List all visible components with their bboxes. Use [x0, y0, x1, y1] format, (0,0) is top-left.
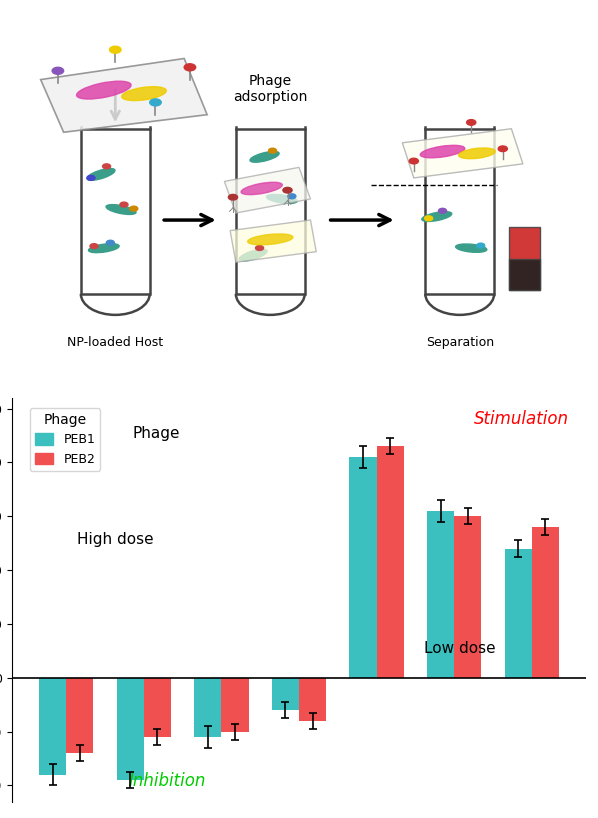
Text: High dose: High dose [77, 532, 154, 546]
Circle shape [87, 175, 95, 181]
Ellipse shape [420, 146, 465, 158]
Circle shape [130, 206, 138, 211]
Polygon shape [41, 59, 207, 133]
Text: Phage
adsorption: Phage adsorption [233, 74, 307, 104]
Text: Separation: Separation [426, 336, 494, 349]
Bar [505, 549, 532, 678]
Circle shape [438, 209, 447, 213]
Circle shape [150, 99, 161, 106]
Text: Low dose: Low dose [424, 640, 496, 656]
Bar [39, 678, 66, 775]
Bar [117, 678, 144, 780]
Circle shape [228, 195, 237, 200]
Text: NP-loaded Host: NP-loaded Host [67, 336, 163, 349]
Circle shape [106, 240, 114, 245]
Circle shape [120, 202, 128, 207]
Circle shape [477, 243, 485, 248]
Ellipse shape [239, 249, 267, 261]
Ellipse shape [241, 182, 282, 195]
Ellipse shape [422, 212, 451, 222]
Bar [221, 678, 249, 731]
Ellipse shape [77, 81, 131, 99]
Legend: PEB1, PEB2: PEB1, PEB2 [30, 408, 100, 470]
Bar [272, 678, 299, 710]
Text: Inhibition: Inhibition [129, 771, 206, 789]
Bar [377, 447, 404, 678]
Circle shape [109, 46, 121, 53]
Circle shape [288, 194, 296, 199]
Circle shape [90, 244, 98, 249]
Ellipse shape [89, 244, 119, 253]
Text: Stimulation: Stimulation [474, 410, 569, 428]
Ellipse shape [121, 87, 166, 101]
Ellipse shape [267, 195, 297, 204]
Circle shape [52, 67, 63, 74]
Bar [66, 678, 93, 753]
Circle shape [466, 119, 476, 125]
Ellipse shape [248, 234, 293, 245]
Ellipse shape [87, 169, 115, 180]
Ellipse shape [456, 244, 487, 252]
Circle shape [425, 216, 433, 221]
Bar [454, 516, 481, 678]
Circle shape [269, 148, 276, 153]
Polygon shape [230, 220, 316, 263]
Bar [144, 678, 171, 737]
Circle shape [184, 64, 196, 71]
Circle shape [498, 146, 507, 151]
Bar [427, 511, 454, 678]
Polygon shape [224, 168, 310, 213]
Circle shape [255, 245, 264, 250]
Bar [349, 457, 377, 678]
Circle shape [409, 158, 419, 164]
Bar [299, 678, 326, 721]
Polygon shape [402, 128, 523, 178]
Ellipse shape [106, 204, 136, 214]
Polygon shape [508, 227, 540, 290]
Polygon shape [508, 258, 540, 290]
Ellipse shape [250, 151, 279, 162]
Bar [532, 527, 559, 678]
Text: Phage: Phage [133, 426, 180, 441]
Circle shape [103, 164, 111, 169]
Bar [194, 678, 221, 737]
Ellipse shape [459, 148, 495, 159]
Circle shape [283, 187, 292, 193]
